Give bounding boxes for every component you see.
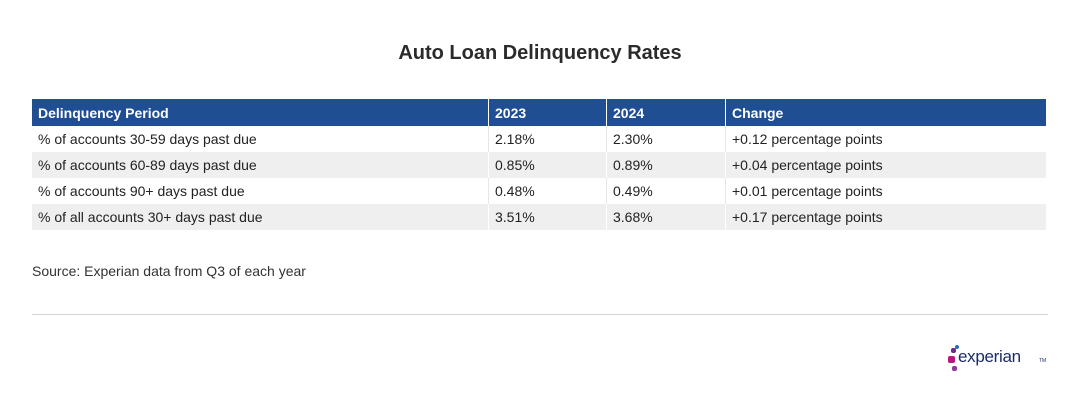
cell-2023: 0.48%: [488, 178, 607, 204]
table-header-row: Delinquency Period 2023 2024 Change: [32, 99, 1046, 126]
table-row: % of accounts 60-89 days past due 0.85% …: [32, 152, 1046, 178]
cell-2023: 3.51%: [488, 204, 607, 230]
divider: [32, 314, 1048, 315]
table-row: % of all accounts 30+ days past due 3.51…: [32, 204, 1046, 230]
cell-period: % of accounts 90+ days past due: [32, 178, 489, 204]
cell-change: +0.04 percentage points: [725, 152, 1046, 178]
delinquency-table: Delinquency Period 2023 2024 Change % of…: [32, 99, 1046, 230]
cell-2023: 2.18%: [488, 126, 607, 152]
cell-change: +0.12 percentage points: [725, 126, 1046, 152]
cell-2024: 3.68%: [606, 204, 726, 230]
cell-2024: 0.49%: [606, 178, 726, 204]
cell-period: % of accounts 30-59 days past due: [32, 126, 489, 152]
experian-logo: experian TM: [948, 344, 1048, 374]
logo-dot-icon: [952, 366, 957, 371]
logo-trademark: TM: [1039, 358, 1047, 364]
header-2024: 2024: [606, 99, 726, 126]
table-row: % of accounts 90+ days past due 0.48% 0.…: [32, 178, 1046, 204]
cell-period: % of all accounts 30+ days past due: [32, 204, 489, 230]
logo-dot-icon: [955, 345, 959, 349]
source-note: Source: Experian data from Q3 of each ye…: [32, 263, 306, 279]
page-title: Auto Loan Delinquency Rates: [398, 42, 682, 64]
header-change: Change: [725, 99, 1046, 126]
cell-period: % of accounts 60-89 days past due: [32, 152, 489, 178]
cell-2024: 2.30%: [606, 126, 726, 152]
header-delinquency-period: Delinquency Period: [32, 99, 489, 126]
cell-2023: 0.85%: [488, 152, 607, 178]
cell-change: +0.01 percentage points: [725, 178, 1046, 204]
cell-change: +0.17 percentage points: [725, 204, 1046, 230]
logo-dot-icon: [951, 348, 956, 353]
logo-dot-icon: [948, 356, 955, 363]
table-row: % of accounts 30-59 days past due 2.18% …: [32, 126, 1046, 152]
logo-wordmark: experian: [958, 347, 1021, 366]
cell-2024: 0.89%: [606, 152, 726, 178]
header-2023: 2023: [488, 99, 607, 126]
